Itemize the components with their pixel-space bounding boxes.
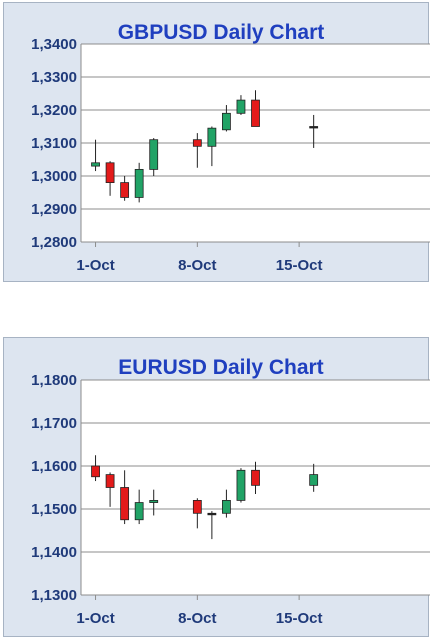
candle [222, 105, 231, 132]
x-tick-label: 1-Oct [76, 610, 114, 627]
y-tick-label: 1,1800 [31, 372, 77, 389]
candle [207, 126, 217, 167]
y-tick-label: 1,1600 [31, 458, 77, 475]
candle [149, 138, 159, 176]
y-tick-label: 1,1400 [31, 544, 77, 561]
y-tick-label: 1,1700 [31, 415, 77, 432]
candle [105, 472, 115, 507]
gbpusd-chart: GBPUSD Daily Chart 1,2800 1,2900 1,3000 1,3… [31, 21, 430, 274]
candle-body [236, 469, 246, 501]
candle [120, 470, 130, 525]
candle-body [309, 126, 319, 129]
eurusd-chart-panel: EURUSD Daily Chart 1,1300 1,1400 1,1500 1,1… [3, 337, 430, 637]
candle [236, 468, 246, 503]
y-tick-label: 1,3300 [31, 69, 77, 86]
candle [120, 176, 130, 201]
candle [105, 161, 115, 196]
candle [309, 463, 319, 492]
eurusd-chart: EURUSD Daily Chart 1,1300 1,1400 1,1500 1,1… [31, 356, 430, 627]
candle-body [120, 487, 130, 521]
candle [192, 498, 202, 529]
candle [192, 133, 202, 168]
plot-area [80, 379, 430, 596]
candle-body [192, 139, 202, 147]
x-tick-label: 15-Oct [276, 610, 323, 627]
candle-body [251, 469, 260, 486]
y-tick-label: 1,1500 [31, 501, 77, 518]
candle [91, 139, 100, 172]
candle-body [236, 99, 246, 114]
candle-body [149, 499, 159, 503]
y-tick-label: 1,3400 [31, 36, 77, 53]
candle-body [134, 168, 144, 198]
candle-body [149, 139, 159, 170]
candle-body [91, 162, 100, 167]
candle-body [134, 502, 144, 521]
candle-body [120, 182, 130, 198]
candle-body [105, 474, 115, 488]
candle-body [91, 465, 100, 478]
candle [134, 162, 144, 203]
candle [91, 455, 100, 482]
candle-body [222, 112, 231, 131]
chart-title: EURUSD Daily Chart [118, 356, 323, 379]
x-tick-label: 15-Oct [276, 257, 323, 274]
x-tick-label: 8-Oct [178, 610, 216, 627]
candle-body [222, 499, 231, 514]
x-tick-label: 1-Oct [76, 257, 114, 274]
candle-body [192, 499, 202, 514]
candle [207, 511, 217, 540]
candle [309, 114, 319, 148]
y-tick-label: 1,1300 [31, 587, 77, 604]
candle [251, 461, 260, 494]
y-tick-label: 1,3200 [31, 102, 77, 119]
y-tick-label: 1,3100 [31, 135, 77, 152]
candle-body [105, 162, 115, 184]
candle-body [309, 474, 319, 486]
candle [236, 95, 246, 115]
plot-area [80, 43, 430, 243]
chart-title: GBPUSD Daily Chart [118, 21, 325, 44]
candle [134, 489, 144, 525]
y-tick-label: 1,2900 [31, 201, 77, 218]
candle [222, 489, 231, 518]
candle-body [207, 512, 217, 516]
y-tick-label: 1,3000 [31, 168, 77, 185]
candle [251, 90, 260, 127]
candle-body [207, 127, 217, 147]
candle [149, 489, 159, 516]
x-tick-label: 8-Oct [178, 257, 216, 274]
candle-body [251, 99, 260, 127]
gbpusd-chart-panel: GBPUSD Daily Chart 1,2800 1,2900 1,3000 1,3… [3, 2, 430, 282]
y-tick-label: 1,2800 [31, 234, 77, 251]
